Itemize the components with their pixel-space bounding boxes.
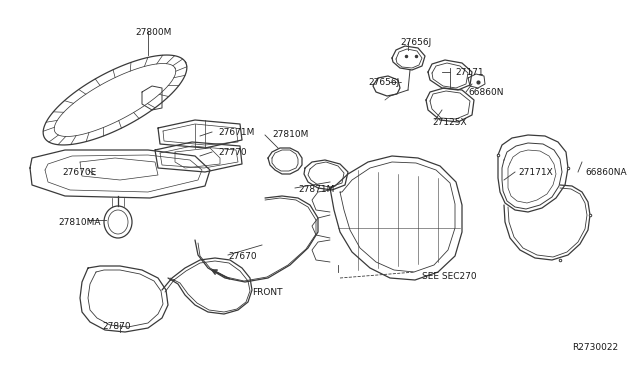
Text: 66860N: 66860N — [468, 88, 504, 97]
Text: 27656J-: 27656J- — [368, 78, 402, 87]
Text: 27870: 27870 — [102, 322, 131, 331]
Text: 66860NA: 66860NA — [585, 168, 627, 177]
Text: 27656J: 27656J — [400, 38, 431, 47]
Text: 27810MA: 27810MA — [58, 218, 100, 227]
Text: SEE SEC270: SEE SEC270 — [422, 272, 477, 281]
Text: 27671M: 27671M — [218, 128, 254, 137]
Text: 27670E: 27670E — [62, 168, 96, 177]
Text: 27770: 27770 — [218, 148, 246, 157]
Text: 27171X: 27171X — [518, 168, 553, 177]
Text: 27800M: 27800M — [135, 28, 172, 37]
Text: R2730022: R2730022 — [572, 343, 618, 352]
Text: 27670: 27670 — [228, 252, 257, 261]
Text: 27871M: 27871M — [298, 185, 334, 194]
Text: 27810M: 27810M — [272, 130, 308, 139]
Text: FRONT: FRONT — [252, 288, 282, 297]
Text: 27125X: 27125X — [432, 118, 467, 127]
Text: 27171: 27171 — [455, 68, 484, 77]
